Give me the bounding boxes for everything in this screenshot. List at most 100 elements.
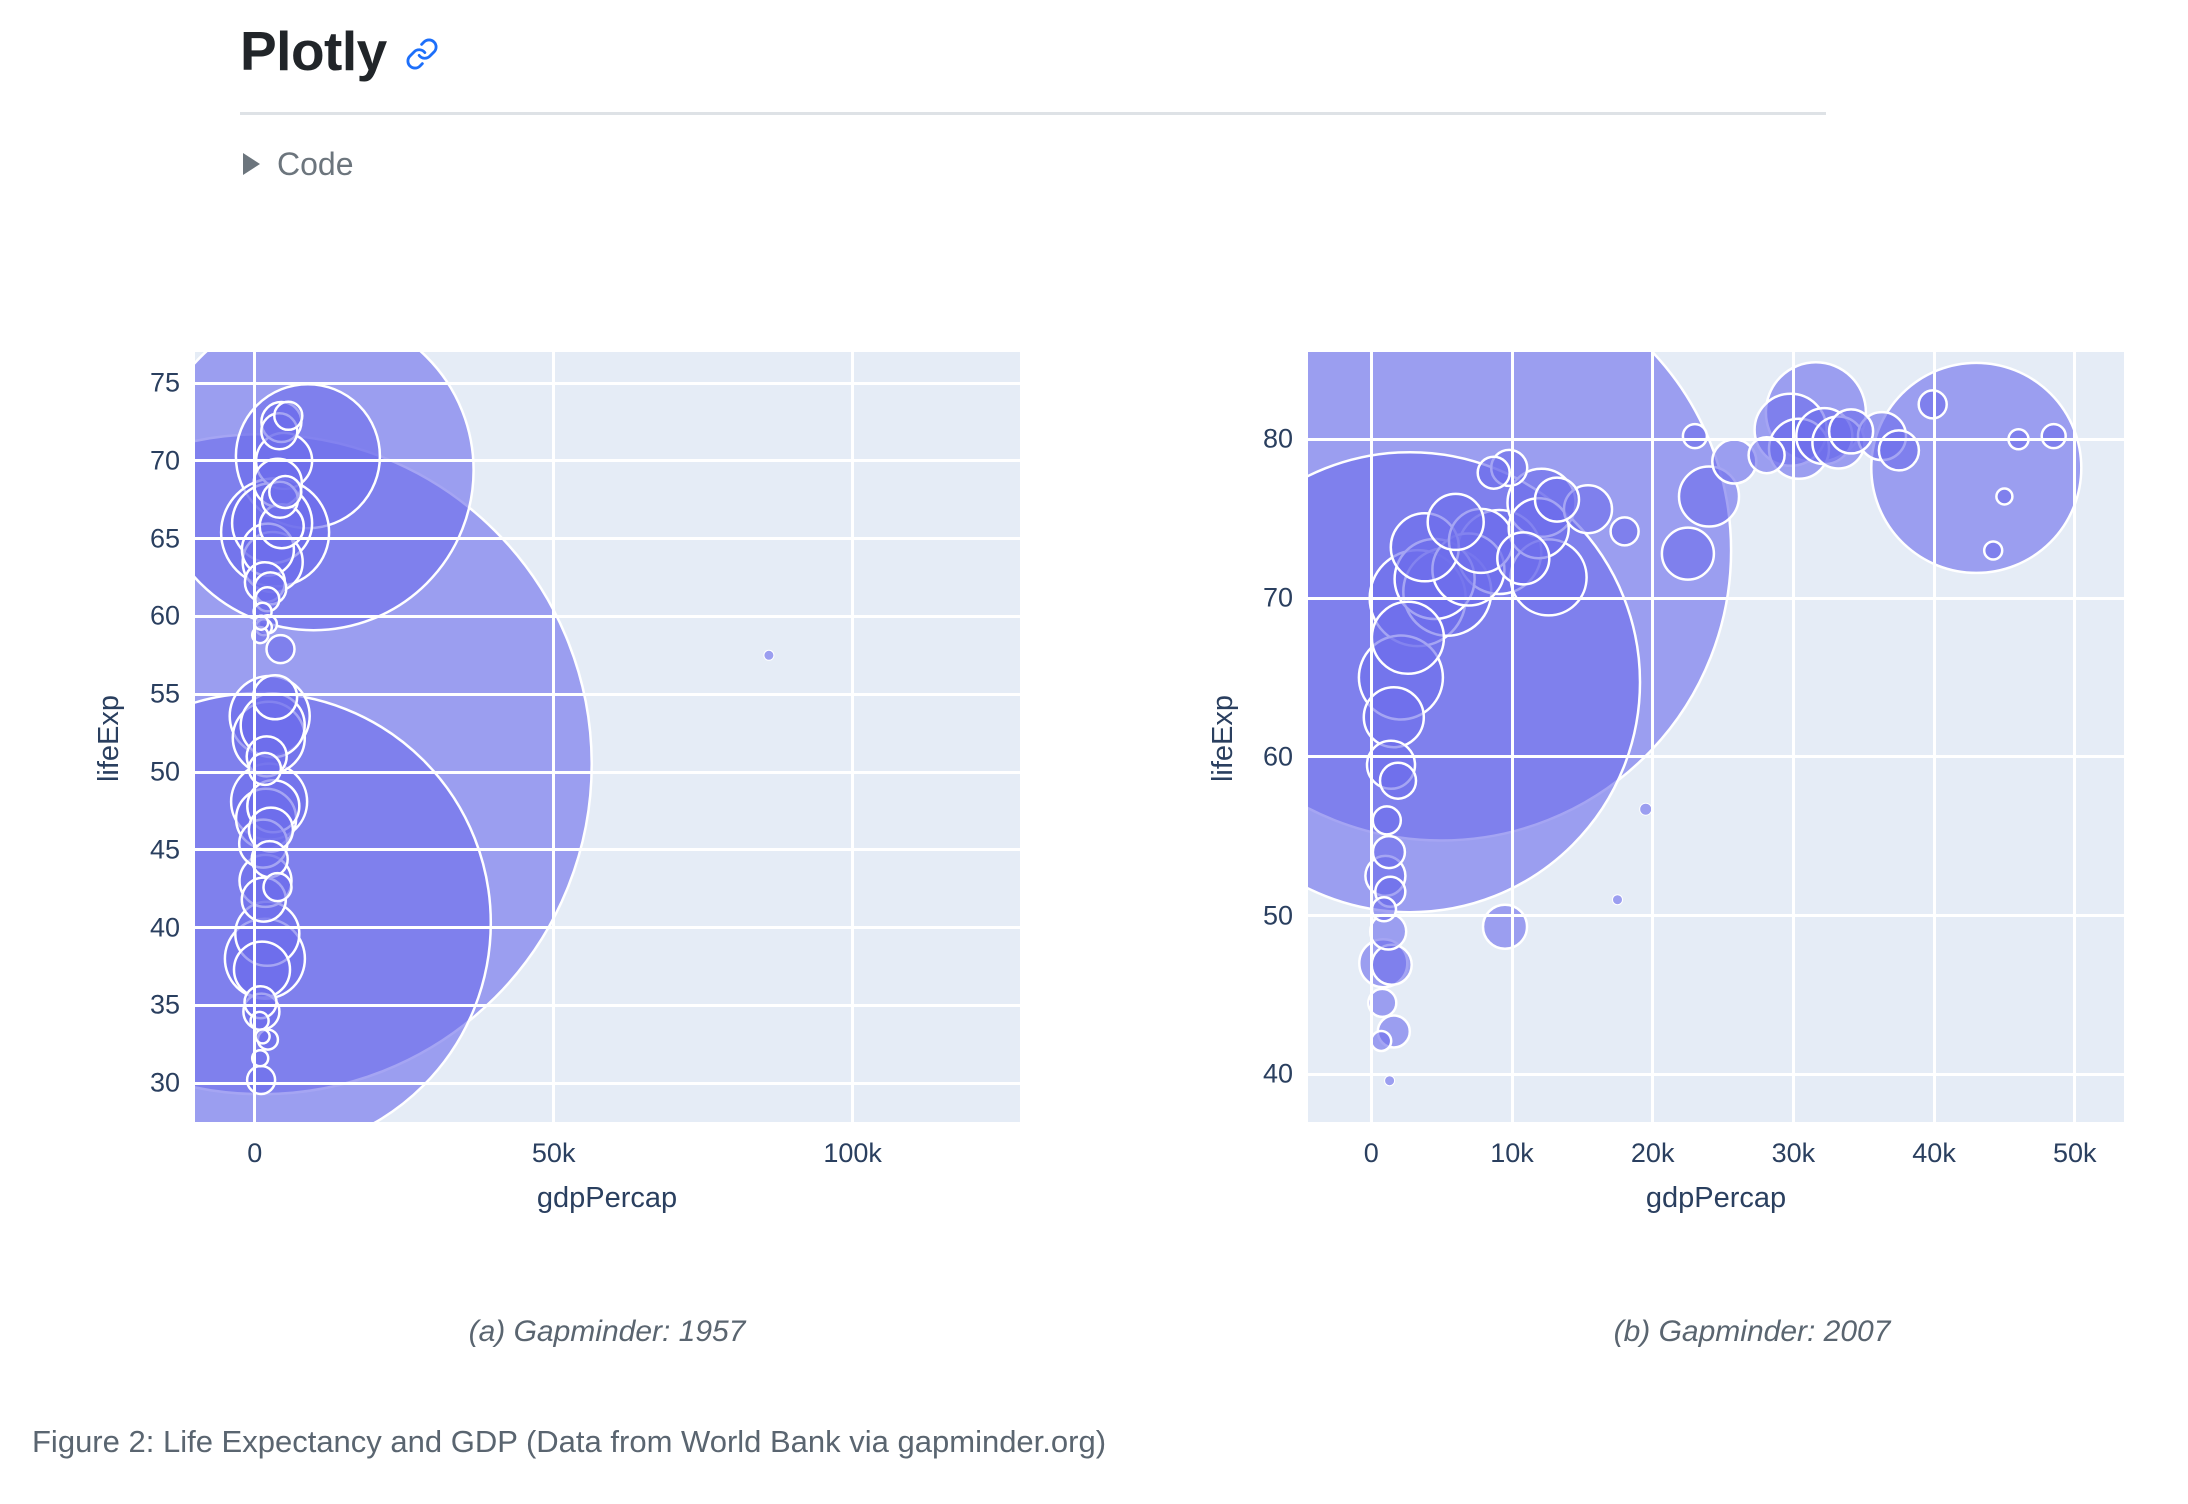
y-tick-label: 50 [1262,900,1293,931]
bubble-point[interactable] [247,751,283,787]
bubble-point[interactable] [1747,435,1786,475]
x-tick-label: 0 [1363,1138,1379,1168]
gridline-horizontal [195,381,1020,385]
y-tick-label: 40 [149,912,180,943]
bubble-point[interactable] [1362,685,1426,749]
gridline-horizontal [195,459,1020,463]
bubble-point[interactable] [1660,526,1716,581]
bubble-point[interactable] [1367,987,1398,1019]
bubble-point[interactable] [250,839,289,879]
plot-b[interactable] [1308,352,2124,1122]
page-title: Plotly [240,19,387,82]
gridline-vertical [1932,352,1936,1122]
gridline-horizontal [1308,914,2124,918]
y-tick-label: 70 [1262,582,1293,613]
bubble-point[interactable] [1378,761,1418,800]
y-tick-label: 30 [149,1067,180,1098]
bubble-point[interactable] [1481,903,1529,950]
y-tick-label: 35 [149,989,180,1020]
plot-a-yaxis-title: lifeExp [93,694,126,783]
gridline-vertical [1369,352,1373,1122]
gridline-vertical [1510,352,1514,1122]
plot-a-xaxis-title: gdpPercap [536,1182,678,1214]
gridline-vertical [2073,352,2077,1122]
bubble-point[interactable] [1371,805,1403,836]
gridline-horizontal [195,1081,1020,1085]
bubble-point[interactable] [1371,834,1407,870]
bubble-point[interactable] [251,674,299,721]
subcaption-b: (b) Gapminder: 2007 [1613,1315,1891,1348]
gridline-horizontal [195,692,1020,696]
bubble-point[interactable] [1369,1029,1393,1053]
gridline-horizontal [195,537,1020,541]
x-tick-label: 40k [1912,1138,1956,1168]
bubble-point[interactable] [1384,1075,1396,1087]
x-tick-label: 30k [1771,1138,1816,1168]
code-fold-toggle[interactable]: Code [243,148,354,180]
figure-caption: Figure 2: Life Expectancy and GDP (Data … [32,1424,1107,1459]
bubble-point[interactable] [1995,487,2014,506]
plot-b-xaxis-title: gdpPercap [1645,1182,1787,1214]
plot-b-yaxis-title: lifeExp [1207,694,1240,783]
page-header: Plotly [240,14,1826,115]
bubble-point[interactable] [245,1064,277,1096]
title-divider [240,112,1826,115]
bubble-point[interactable] [1639,802,1653,816]
bubble-point[interactable] [1827,408,1875,455]
gridline-horizontal [1308,437,2124,441]
bubble-point[interactable] [262,871,293,903]
x-tick-label: 10k [1490,1138,1534,1168]
bubble-point[interactable] [1877,429,1921,472]
plot-b-area [1308,352,2124,1122]
bubble-point[interactable] [763,649,775,661]
bubble-point[interactable] [1426,492,1485,552]
bubble-point[interactable] [254,1028,271,1045]
plot-b-bubbles [1308,352,2124,1122]
link-icon[interactable] [405,31,439,71]
bubble-point[interactable] [273,400,304,432]
y-tick-label: 60 [149,600,180,631]
gridline-horizontal [195,926,1020,930]
x-tick-label: 0 [247,1138,263,1168]
bubble-point[interactable] [1612,894,1623,906]
y-tick-label: 80 [1262,423,1293,454]
bubble-point[interactable] [1370,600,1446,676]
bubble-point[interactable] [1609,516,1640,547]
subcaption-a: (a) Gapminder: 1957 [468,1315,746,1348]
y-tick-label: 50 [149,756,180,787]
gridline-vertical [851,352,855,1122]
bubble-point[interactable] [1533,476,1581,523]
title-row: Plotly [240,14,1826,88]
y-tick-label: 60 [1262,741,1293,772]
gridline-horizontal [1308,596,2124,600]
bubble-point[interactable] [1370,943,1413,987]
y-tick-label: 70 [149,445,180,476]
gridline-horizontal [195,1003,1020,1007]
plot-a[interactable] [195,352,1020,1122]
plot-a-area [195,352,1020,1122]
bubble-point[interactable] [2040,422,2067,450]
gridline-horizontal [195,848,1020,852]
y-tick-label: 55 [149,678,180,709]
y-tick-label: 65 [149,523,180,554]
x-tick-label: 20k [1630,1138,1675,1168]
gridline-vertical [1651,352,1655,1122]
bubble-point[interactable] [1982,540,2004,561]
y-tick-label: 45 [149,834,180,865]
gridline-horizontal [1308,1072,2124,1076]
triangle-right-icon [243,153,260,175]
bubble-point[interactable] [1496,531,1551,586]
bubble-point[interactable] [268,474,303,510]
gridline-horizontal [1308,755,2124,759]
x-tick-label: 100k [823,1138,882,1168]
bubble-point[interactable] [1370,896,1398,923]
gridline-horizontal [195,770,1020,774]
gridline-horizontal [195,614,1020,618]
bubble-point[interactable] [265,633,296,665]
gridline-vertical [552,352,556,1122]
bubble-point[interactable] [1681,422,1709,450]
bubble-point[interactable] [1476,455,1511,490]
y-tick-label: 40 [1262,1058,1293,1089]
x-tick-label: 50k [2052,1138,2097,1168]
